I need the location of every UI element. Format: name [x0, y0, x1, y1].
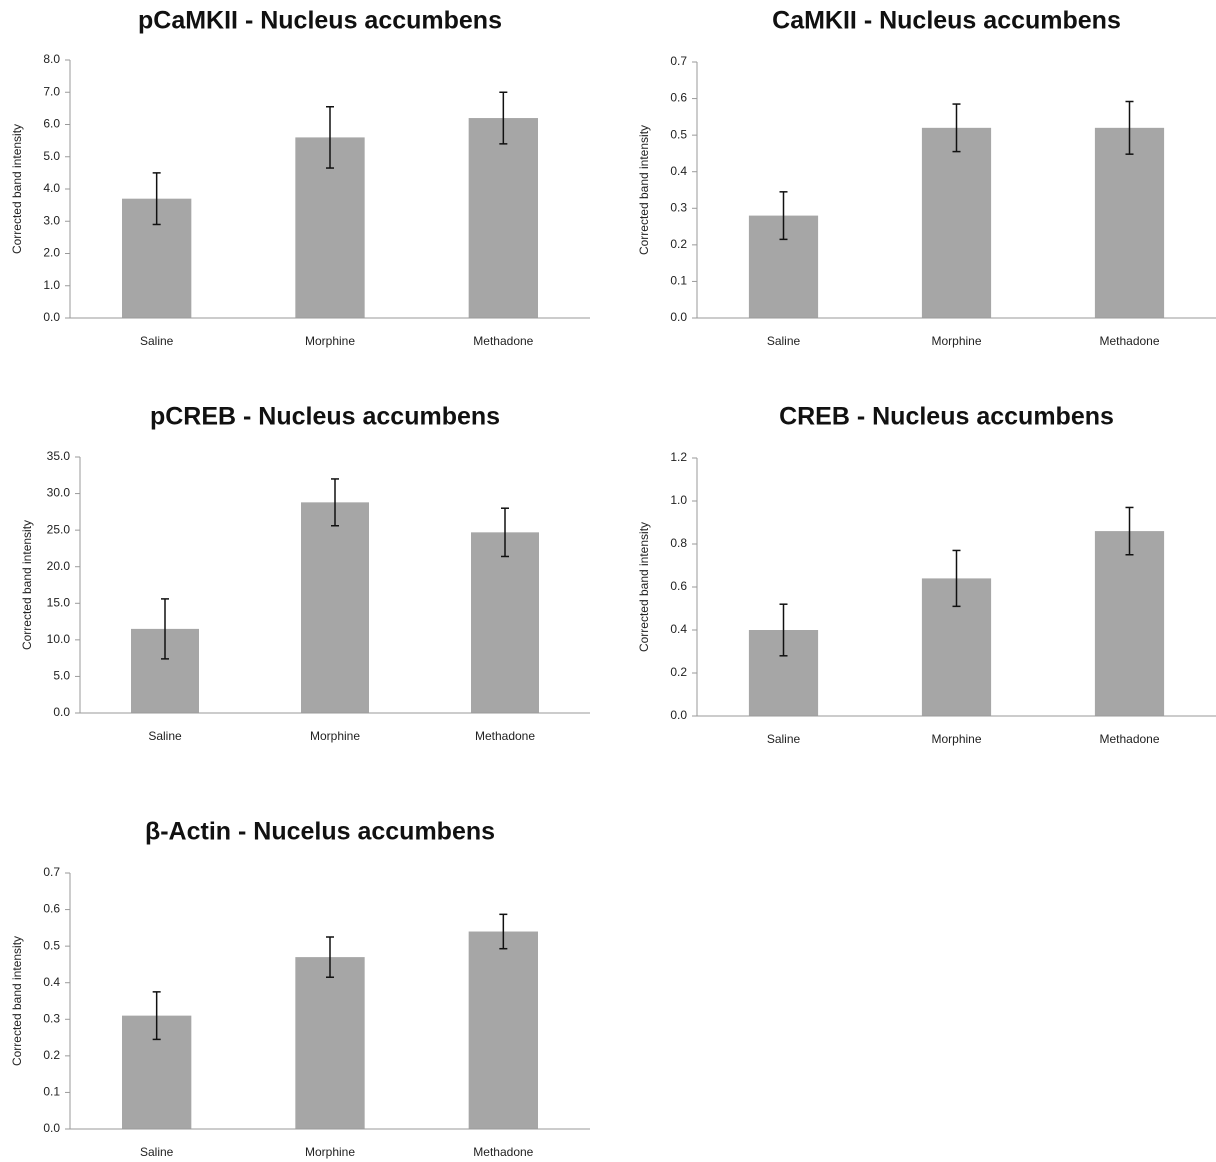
bar	[468, 931, 538, 1129]
y-tick-label: 0.0	[53, 705, 70, 719]
y-tick-label: 0.7	[670, 54, 687, 68]
y-tick-label: 0.6	[670, 579, 687, 593]
y-tick-label: 6.0	[43, 117, 60, 131]
y-tick-label: 0.2	[670, 237, 687, 251]
bar	[468, 118, 538, 318]
x-tick-label: Saline	[767, 334, 801, 348]
bar	[921, 127, 992, 318]
y-tick-label: 0.5	[670, 127, 687, 141]
bar	[471, 532, 539, 713]
y-axis-label: Corrected band intensity	[637, 522, 651, 652]
y-axis-label: Corrected band intensity	[10, 936, 24, 1066]
y-tick-label: 0.7	[43, 865, 60, 879]
x-tick-label: Methadone	[1099, 732, 1159, 746]
bar	[295, 957, 365, 1129]
x-tick-label: Morphine	[305, 1145, 355, 1159]
y-tick-label: 0.4	[670, 622, 687, 636]
x-tick-label: Methadone	[475, 729, 535, 743]
y-tick-label: 15.0	[47, 595, 71, 609]
y-tick-label: 2.0	[43, 246, 60, 260]
chart-title: β-Actin - Nucelus accumbens	[145, 818, 495, 846]
y-tick-label: 5.0	[53, 669, 70, 683]
x-tick-label: Morphine	[310, 729, 360, 743]
x-tick-label: Methadone	[473, 334, 533, 348]
y-tick-label: 25.0	[47, 522, 71, 536]
y-tick-label: 0.5	[43, 938, 60, 952]
y-tick-label: 0.0	[670, 708, 687, 722]
chart-title: pCREB - Nucleus accumbens	[150, 403, 500, 431]
y-tick-label: 1.0	[43, 278, 60, 292]
x-tick-label: Morphine	[931, 334, 981, 348]
y-tick-label: 0.3	[43, 1011, 60, 1025]
bar	[1094, 127, 1165, 318]
bar	[301, 502, 369, 713]
y-tick-label: 30.0	[47, 486, 71, 500]
y-tick-label: 0.4	[670, 164, 687, 178]
chart-title: pCaMKII - Nucleus accumbens	[138, 7, 502, 35]
x-tick-label: Saline	[767, 732, 801, 746]
x-tick-label: Saline	[148, 729, 182, 743]
bar	[1094, 531, 1165, 716]
y-tick-label: 0.2	[43, 1048, 60, 1062]
x-tick-label: Morphine	[931, 732, 981, 746]
x-tick-label: Saline	[140, 1145, 174, 1159]
y-tick-label: 1.0	[670, 493, 687, 507]
y-tick-label: 0.4	[43, 975, 60, 989]
y-tick-label: 10.0	[47, 632, 71, 646]
y-tick-label: 0.1	[43, 1085, 60, 1099]
x-tick-label: Morphine	[305, 334, 355, 348]
y-tick-label: 0.6	[670, 91, 687, 105]
y-tick-label: 0.0	[670, 310, 687, 324]
x-tick-label: Methadone	[473, 1145, 533, 1159]
y-tick-label: 8.0	[43, 52, 60, 66]
y-tick-label: 0.6	[43, 902, 60, 916]
x-tick-label: Saline	[140, 334, 174, 348]
y-axis-label: Corrected band intensity	[637, 125, 651, 255]
y-tick-label: 1.2	[670, 450, 687, 464]
x-tick-label: Methadone	[1099, 334, 1159, 348]
chart-title: CREB - Nucleus accumbens	[779, 403, 1114, 431]
chart-title: CaMKII - Nucleus accumbens	[772, 7, 1121, 35]
y-tick-label: 20.0	[47, 559, 71, 573]
y-axis-label: Corrected band intensity	[20, 520, 34, 650]
y-tick-label: 3.0	[43, 213, 60, 227]
y-tick-label: 35.0	[47, 449, 71, 463]
y-tick-label: 0.8	[670, 536, 687, 550]
y-tick-label: 0.0	[43, 310, 60, 324]
y-tick-label: 5.0	[43, 149, 60, 163]
y-tick-label: 0.1	[670, 274, 687, 288]
y-tick-label: 0.3	[670, 200, 687, 214]
y-axis-label: Corrected band intensity	[10, 124, 24, 254]
y-tick-label: 0.2	[670, 665, 687, 679]
y-tick-label: 0.0	[43, 1121, 60, 1135]
y-tick-label: 4.0	[43, 181, 60, 195]
y-tick-label: 7.0	[43, 84, 60, 98]
